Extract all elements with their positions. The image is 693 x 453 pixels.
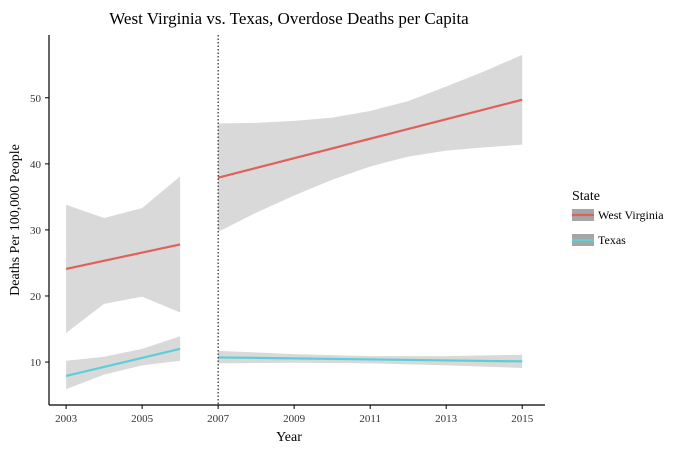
y-axis-label: Deaths Per 100,000 People [8,144,23,296]
legend: State West Virginia Texas [572,189,664,247]
x-tick-label: 2015 [511,413,534,425]
y-tick-label: 20 [30,291,42,303]
x-tick-label: 2007 [207,413,230,425]
x-tick-label: 2003 [55,413,78,425]
y-tick-label: 10 [30,357,42,369]
x-tick-label: 2009 [283,413,306,425]
x-tick-label: 2013 [435,413,458,425]
y-tick-label: 50 [30,93,42,105]
x-tick-label: 2005 [131,413,154,425]
y-tick-label: 30 [30,225,42,237]
legend-title: State [572,189,600,204]
x-axis-label: Year [276,430,302,445]
x-tick-label: 2011 [359,413,381,425]
texas-legend-label: Texas [598,233,626,247]
chart-title: West Virginia vs. Texas, Overdose Deaths… [109,9,469,28]
west-virginia-confidence-band-2 [218,55,522,232]
west-virginia-confidence-band-1 [66,176,180,333]
west-virginia-legend-label: West Virginia [598,208,664,222]
y-tick-label: 40 [30,159,42,171]
